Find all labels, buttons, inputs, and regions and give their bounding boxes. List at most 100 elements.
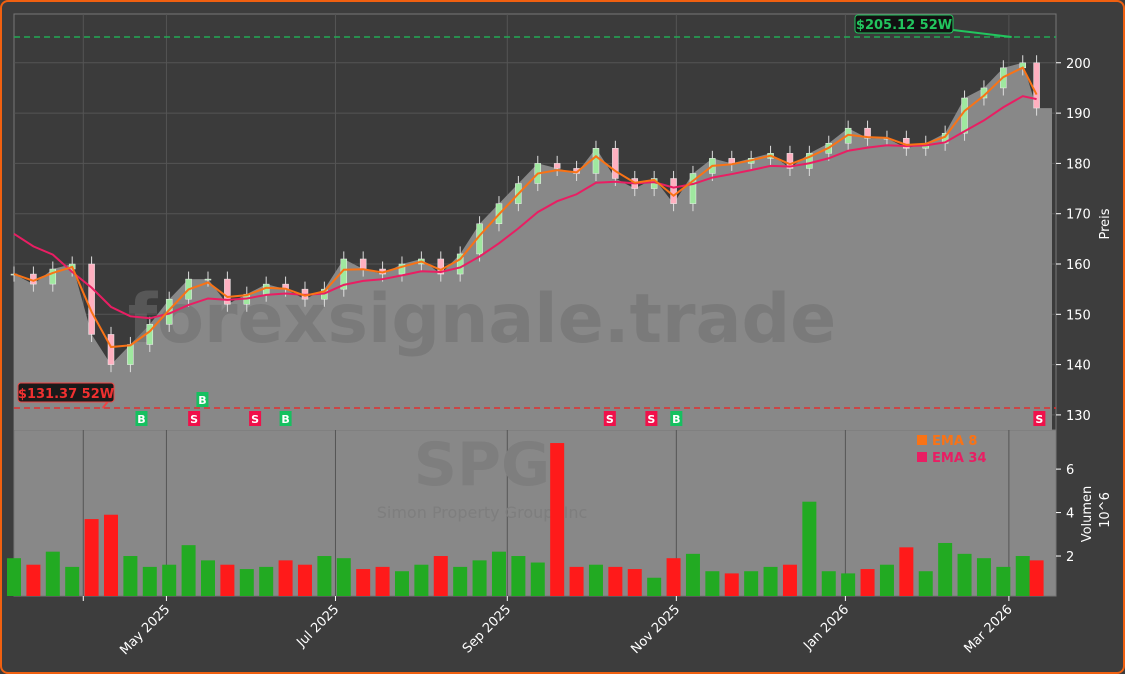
candle-body — [612, 148, 619, 179]
candle-body — [1033, 62, 1040, 109]
ema8-line — [13, 66, 1038, 349]
price-area — [14, 62, 1052, 431]
volume-bar — [336, 558, 351, 596]
buy-signal-marker — [670, 411, 683, 426]
volume-bar — [1015, 556, 1030, 596]
signal-label: S — [647, 413, 655, 426]
signal-label: B — [198, 394, 206, 407]
high-52w-label: $205.12 52W — [854, 14, 1012, 39]
volume-bar — [433, 556, 448, 596]
volume-bar — [569, 566, 584, 596]
candle-body — [456, 253, 464, 275]
signal-label: S — [251, 413, 259, 426]
volume-bar — [472, 560, 487, 596]
candle-body — [786, 153, 794, 169]
volume-axis-label: Volumen — [1080, 486, 1095, 543]
volume-bar — [899, 547, 914, 596]
volume-bar — [879, 564, 894, 596]
buy-signal-marker — [196, 392, 209, 407]
volume-bar — [26, 564, 41, 596]
volume-bar — [200, 560, 215, 596]
candle-body — [224, 278, 231, 305]
signal-label: B — [281, 413, 289, 426]
volume-bar — [530, 562, 545, 596]
x-tick-label: Jul 2025 — [294, 602, 343, 651]
candle-body — [398, 263, 406, 275]
company-watermark: Simon Property Group, Inc — [377, 503, 588, 522]
y-tick-label: 130 — [1066, 409, 1091, 424]
volume-bar — [375, 566, 390, 596]
volume-bar — [957, 553, 972, 596]
volume-bar — [259, 566, 274, 596]
legend-ema34: EMA 34 — [932, 451, 987, 466]
volume-bar — [65, 566, 80, 596]
y-tick-label: 140 — [1066, 359, 1091, 374]
sell-signal-marker — [603, 411, 616, 426]
volume-bar — [705, 571, 720, 596]
low-52w-label: $131.37 52W — [17, 382, 115, 409]
ticker-watermark: SPG — [414, 430, 550, 500]
volume-bar — [162, 564, 177, 596]
volume-bar — [724, 573, 739, 596]
volume-bar — [802, 501, 817, 596]
candle-body — [806, 153, 813, 169]
volume-bar — [103, 514, 118, 596]
volume-bar — [1029, 560, 1044, 596]
volume-bar — [317, 556, 332, 596]
sell-signal-marker — [1033, 411, 1046, 426]
legend-ema8: EMA 8 — [932, 434, 977, 449]
signal-label: B — [672, 413, 680, 426]
y-tick-label: 170 — [1066, 208, 1091, 223]
volume-bar — [123, 556, 138, 596]
volume-bar — [588, 564, 603, 596]
candle-body — [670, 178, 677, 204]
svg-text:$205.12 52W: $205.12 52W — [856, 18, 952, 33]
signal-label: S — [190, 413, 198, 426]
volume-bar — [181, 545, 196, 596]
volume-bar — [453, 566, 468, 596]
volume-bar — [297, 564, 312, 596]
y-tick-label: 160 — [1066, 258, 1091, 273]
y-axis-label: Preis — [1098, 208, 1113, 239]
y-tick-label: 150 — [1066, 308, 1091, 323]
volume-bar — [491, 551, 506, 596]
volume-bar — [938, 542, 953, 596]
candle-body — [728, 158, 736, 164]
volume-bar — [7, 558, 21, 596]
candle-body — [961, 97, 968, 134]
volume-bar — [841, 573, 856, 596]
candle-body — [553, 163, 561, 169]
legend: EMA 8 EMA 34 — [917, 434, 987, 466]
volume-bar — [685, 553, 700, 596]
candle-body — [107, 334, 115, 365]
buy-signal-marker — [279, 411, 292, 426]
sell-signal-marker — [645, 411, 658, 426]
volume-bar — [511, 556, 526, 596]
ema34-line — [13, 95, 1037, 320]
volume-bar — [918, 571, 933, 596]
candle-body — [204, 278, 212, 281]
volume-bar — [821, 571, 836, 596]
signal-label: S — [606, 413, 614, 426]
signal-label: S — [1035, 413, 1043, 426]
site-watermark: forexsignale.trade — [128, 280, 837, 359]
candle-body — [88, 263, 95, 335]
x-tick-label: Mar 2026 — [961, 602, 1015, 656]
volume-bar — [627, 569, 642, 596]
candle-body — [146, 324, 154, 345]
volume-bar — [45, 551, 60, 596]
volume-tick-label: 4 — [1066, 507, 1074, 522]
volume-unit-label: 10^6 — [1098, 492, 1113, 528]
volume-bar — [744, 571, 759, 596]
candle-body — [437, 258, 445, 275]
y-tick-label: 180 — [1066, 157, 1091, 172]
sell-signal-marker — [188, 411, 201, 426]
volume-bar — [763, 566, 778, 596]
candle-body — [49, 268, 57, 285]
sell-signal-marker — [249, 411, 262, 426]
candle-body — [864, 127, 871, 139]
candle-body — [127, 344, 134, 365]
volume-bar — [782, 564, 797, 596]
legend-swatch-ema8 — [917, 435, 927, 445]
